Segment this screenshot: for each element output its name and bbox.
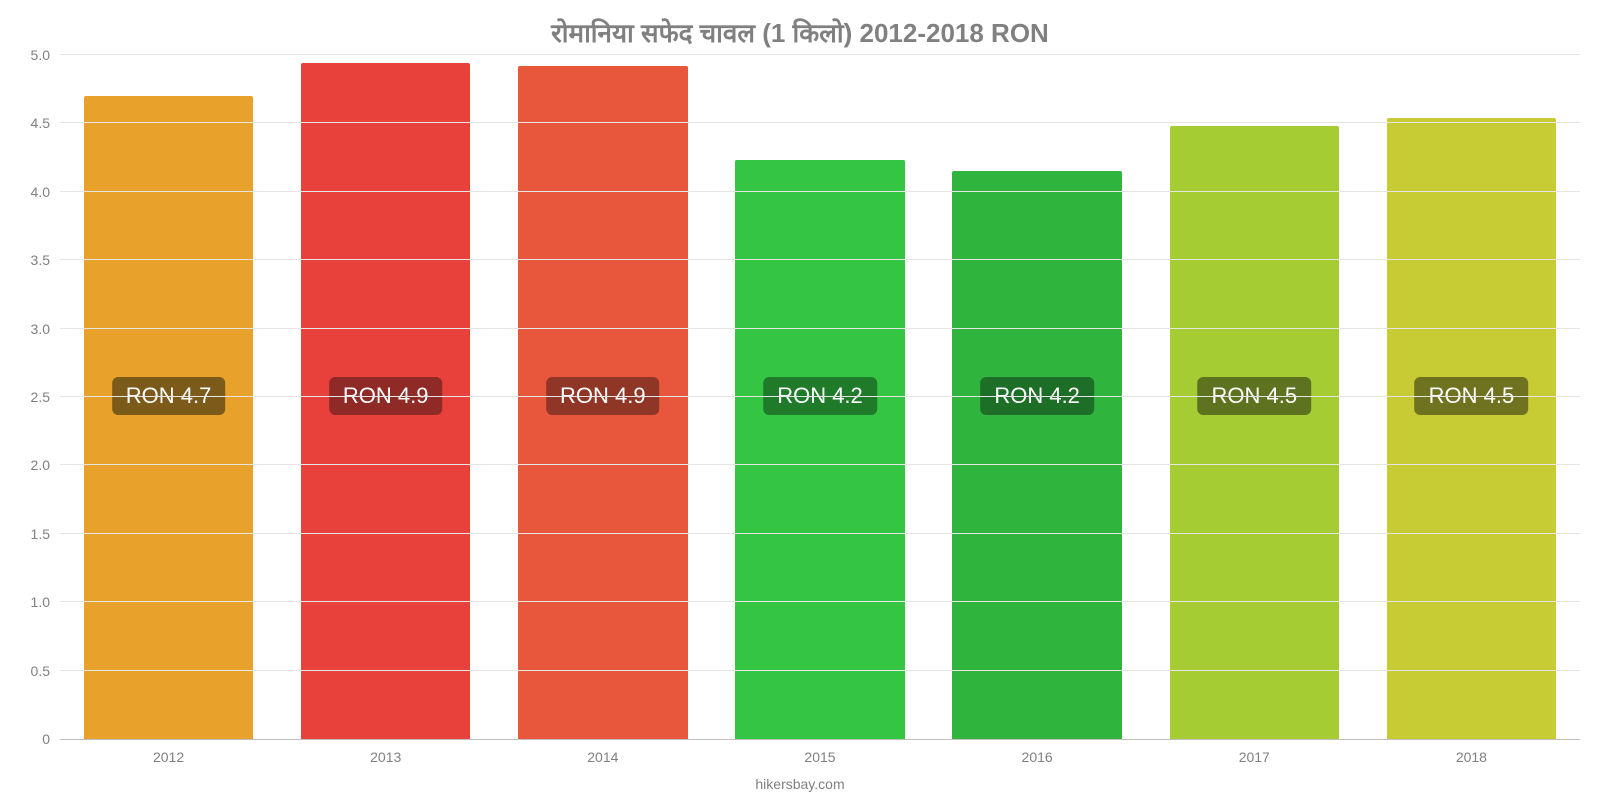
gridline [60, 259, 1580, 260]
plot-area: RON 4.72012RON 4.92013RON 4.92014RON 4.2… [60, 55, 1580, 740]
bar-slot: RON 4.52018 [1363, 55, 1580, 739]
xtick-label: 2017 [1239, 739, 1270, 765]
xtick-label: 2015 [804, 739, 835, 765]
gridline [60, 670, 1580, 671]
ytick-label: 3.5 [31, 252, 60, 268]
chart-container: रोमानिया सफेद चावल (1 किलो) 2012-2018 RO… [0, 0, 1600, 800]
ytick-label: 0 [42, 731, 60, 747]
gridline [60, 533, 1580, 534]
attribution-text: hikersbay.com [0, 776, 1600, 792]
xtick-label: 2014 [587, 739, 618, 765]
ytick-label: 0.5 [31, 663, 60, 679]
bar [1170, 126, 1339, 739]
bar [84, 96, 253, 739]
bar-slot: RON 4.92013 [277, 55, 494, 739]
ytick-label: 1.0 [31, 594, 60, 610]
gridline [60, 328, 1580, 329]
gridline [60, 601, 1580, 602]
ytick-label: 2.0 [31, 457, 60, 473]
bar [1387, 118, 1556, 739]
bar-slot: RON 4.52017 [1146, 55, 1363, 739]
gridline [60, 54, 1580, 55]
bars-row: RON 4.72012RON 4.92013RON 4.92014RON 4.2… [60, 55, 1580, 739]
bar [735, 160, 904, 739]
ytick-label: 2.5 [31, 389, 60, 405]
bar-slot: RON 4.22015 [711, 55, 928, 739]
ytick-label: 5.0 [31, 47, 60, 63]
xtick-label: 2012 [153, 739, 184, 765]
ytick-label: 1.5 [31, 526, 60, 542]
xtick-label: 2016 [1022, 739, 1053, 765]
bar-slot: RON 4.22016 [929, 55, 1146, 739]
gridline [60, 122, 1580, 123]
gridline [60, 464, 1580, 465]
gridline [60, 191, 1580, 192]
ytick-label: 4.5 [31, 115, 60, 131]
chart-title: रोमानिया सफेद चावल (1 किलो) 2012-2018 RO… [0, 14, 1600, 50]
ytick-label: 3.0 [31, 321, 60, 337]
gridline [60, 396, 1580, 397]
xtick-label: 2013 [370, 739, 401, 765]
ytick-label: 4.0 [31, 184, 60, 200]
bar-slot: RON 4.92014 [494, 55, 711, 739]
bar [952, 171, 1121, 739]
bar-slot: RON 4.72012 [60, 55, 277, 739]
xtick-label: 2018 [1456, 739, 1487, 765]
